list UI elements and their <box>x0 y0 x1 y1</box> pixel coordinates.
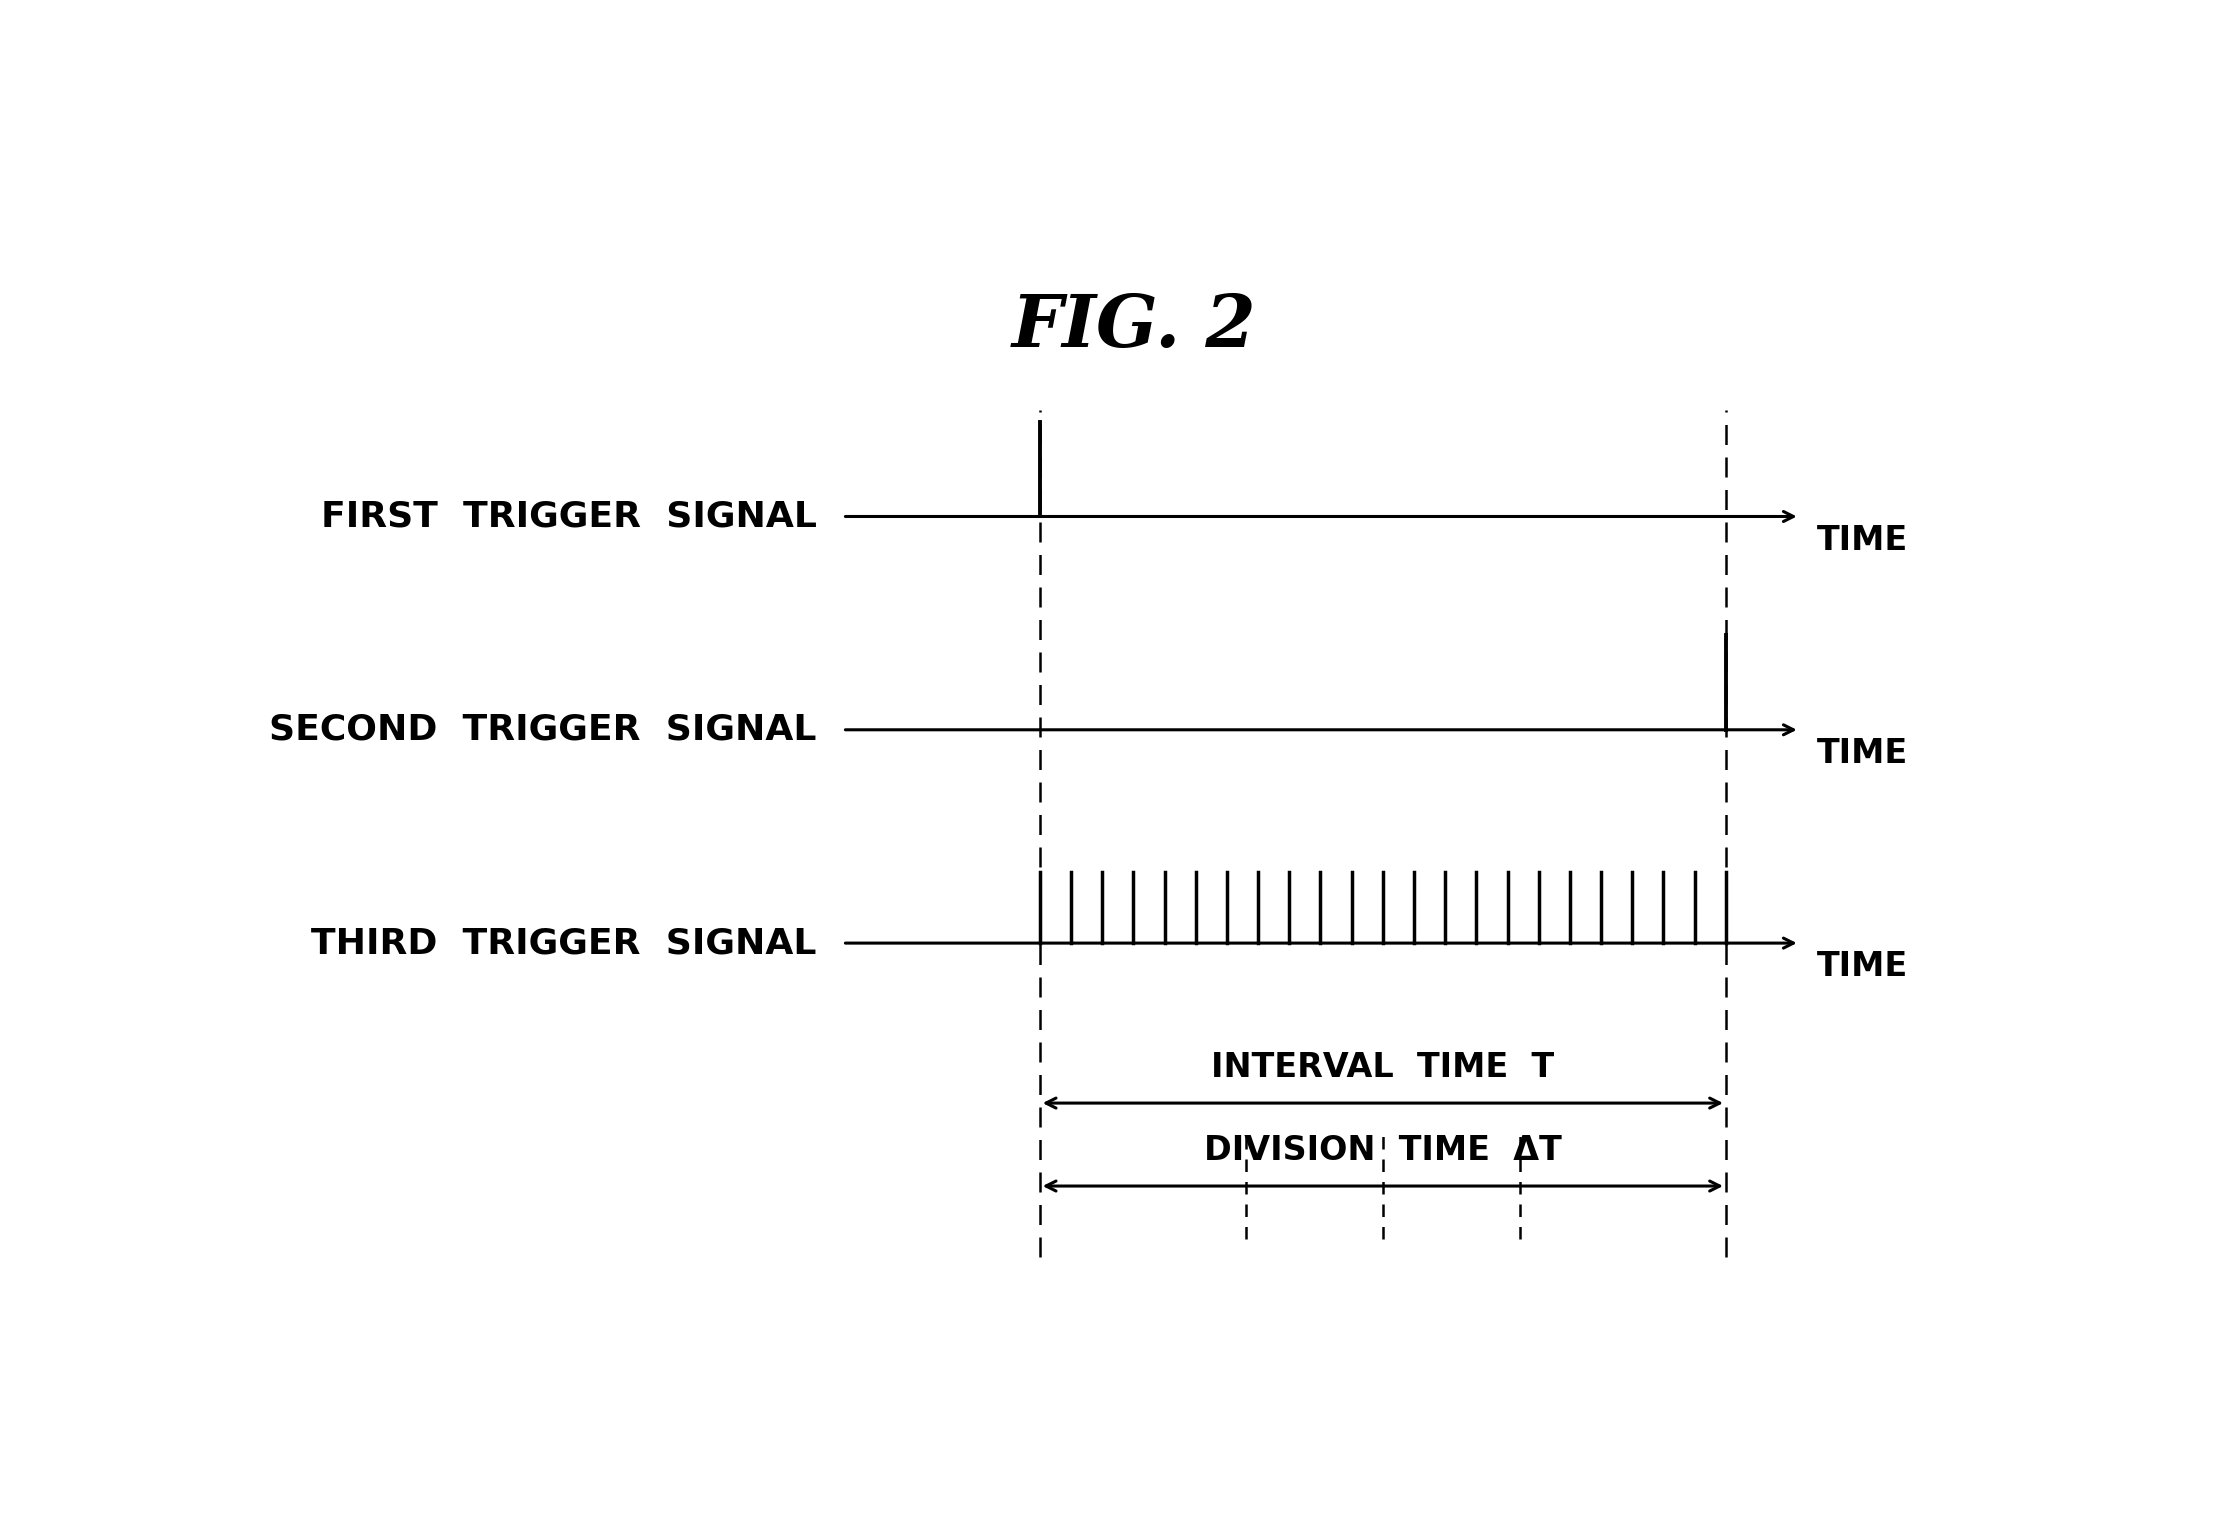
Text: DIVISION  TIME  ΔT: DIVISION TIME ΔT <box>1204 1134 1562 1167</box>
Text: FIG. 2: FIG. 2 <box>1011 291 1257 362</box>
Text: TIME: TIME <box>1817 523 1908 557</box>
Text: TIME: TIME <box>1817 737 1908 770</box>
Text: FIRST  TRIGGER  SIGNAL: FIRST TRIGGER SIGNAL <box>321 500 817 534</box>
Text: INTERVAL  TIME  T: INTERVAL TIME T <box>1211 1051 1554 1083</box>
Text: THIRD  TRIGGER  SIGNAL: THIRD TRIGGER SIGNAL <box>312 926 817 960</box>
Text: SECOND  TRIGGER  SIGNAL: SECOND TRIGGER SIGNAL <box>270 713 817 746</box>
Text: TIME: TIME <box>1817 950 1908 983</box>
